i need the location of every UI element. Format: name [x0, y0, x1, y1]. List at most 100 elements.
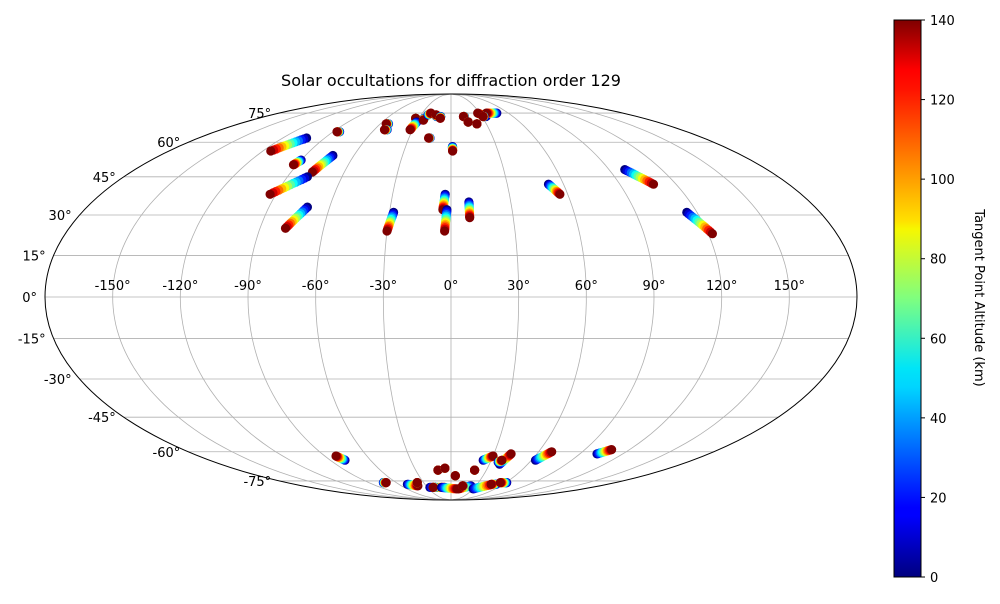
occultation-track	[464, 197, 475, 223]
occultation-track	[424, 133, 435, 143]
occultation-track	[307, 150, 338, 177]
occultation-track	[470, 465, 480, 475]
longitude-tick-label: 90°	[642, 279, 665, 294]
occultation-track	[265, 172, 312, 199]
occultation-point	[424, 133, 434, 143]
map-boundary	[44, 93, 858, 501]
longitude-tick-label: -30°	[369, 279, 397, 294]
occultation-track	[463, 117, 473, 127]
occultation-point	[465, 213, 475, 223]
latitude-tick-label: 45°	[93, 171, 116, 186]
longitude-tick-label: 30°	[507, 279, 530, 294]
occultation-track	[435, 111, 446, 123]
colorbar-tick-label: 60	[930, 332, 947, 347]
colorbar-tick-label: 100	[930, 173, 955, 188]
latitude-tick-label: -60°	[153, 446, 181, 461]
occultation-point	[433, 465, 443, 475]
occultation-track	[447, 142, 458, 156]
occultation-track	[412, 478, 422, 488]
occultation-track	[458, 481, 468, 491]
latitude-tick-label: 15°	[23, 249, 46, 264]
occultation-point	[435, 113, 445, 123]
occultation-track	[450, 471, 460, 481]
latitude-tick-label: -15°	[18, 333, 46, 348]
latitude-tick-label: 30°	[49, 209, 72, 224]
longitude-tick-label: 120°	[706, 279, 737, 294]
occultation-track	[440, 463, 450, 473]
occultation-point	[280, 223, 291, 233]
longitude-tick-label: 0°	[444, 279, 459, 294]
occultation-point	[506, 449, 516, 459]
latitude-tick-labels: 75° 60° 45° 30° 15° 0° -15° -30° -45° -60° -75°	[18, 107, 271, 490]
occultation-point	[288, 160, 299, 170]
occultation-track	[331, 451, 350, 465]
occultation-track	[592, 445, 617, 459]
occultation-track	[620, 165, 659, 189]
colorbar-tick-label: 20	[930, 491, 947, 506]
occultation-track	[472, 119, 482, 129]
occultation-point	[488, 451, 498, 461]
occultation-point	[450, 471, 460, 481]
occultation-track	[478, 111, 489, 122]
occultation-track	[495, 478, 512, 488]
occultation-point	[458, 481, 468, 491]
occultation-track	[493, 455, 507, 467]
occultation-tracks	[265, 108, 718, 494]
occultation-track	[437, 482, 462, 494]
colorbar: 0 20 40 60 80 100 120 140 Tangent Point Altitud…	[893, 14, 986, 586]
occultation-track	[543, 179, 565, 199]
occultation-track	[382, 207, 399, 236]
colorbar-tick-label: 80	[930, 253, 947, 268]
occultation-point	[405, 125, 415, 135]
occultation-track	[478, 451, 498, 465]
longitude-tick-label: 60°	[575, 279, 598, 294]
occultation-point	[381, 478, 391, 488]
chart-title: Solar occultations for diffraction order…	[281, 71, 621, 90]
occultation-point	[382, 226, 392, 236]
occultation-point	[495, 478, 505, 488]
occultation-point	[555, 189, 565, 199]
occultation-point	[472, 119, 482, 129]
occultation-point	[486, 479, 496, 489]
occultation-point	[547, 447, 557, 457]
occultation-point	[470, 465, 480, 475]
occultation-point	[332, 127, 342, 137]
latitude-tick-label: -45°	[88, 411, 116, 426]
longitude-tick-label: -90°	[234, 279, 262, 294]
longitude-tick-label: -60°	[302, 279, 330, 294]
occultation-point	[478, 111, 488, 122]
occultation-track	[266, 133, 312, 156]
occultation-track	[433, 465, 443, 475]
occultation-point	[265, 189, 275, 199]
colorbar-scale	[893, 19, 922, 578]
occultation-point	[440, 226, 450, 236]
colorbar-tick-label: 120	[930, 94, 955, 109]
occultation-track	[332, 127, 345, 137]
latitude-tick-label: 75°	[248, 107, 271, 122]
occultation-point	[440, 463, 450, 473]
latitude-tick-label: -75°	[243, 475, 271, 490]
occultation-point	[428, 482, 438, 492]
occultation-track	[682, 207, 718, 239]
colorbar-tick-label: 40	[930, 412, 947, 427]
occultation-point	[497, 455, 507, 465]
occultation-point	[412, 478, 422, 488]
occultation-point	[331, 451, 341, 461]
occultation-point	[448, 146, 458, 156]
occultation-point	[607, 445, 617, 455]
occultation-track	[288, 155, 306, 170]
occultation-point	[707, 229, 718, 239]
latitude-tick-label: 60°	[157, 136, 180, 151]
occultation-point	[266, 146, 276, 156]
graticule	[45, 93, 857, 501]
occultation-point	[379, 125, 390, 135]
latitude-tick-label: -30°	[44, 373, 72, 388]
colorbar-ticks: 0 20 40 60 80 100 120 140	[921, 14, 955, 586]
occultation-track	[378, 478, 391, 488]
colorbar-label: Tangent Point Altitude (km)	[971, 208, 986, 386]
colorbar-tick-label: 0	[930, 571, 938, 586]
latitude-tick-label: 0°	[22, 291, 37, 306]
occultation-track	[440, 205, 452, 236]
